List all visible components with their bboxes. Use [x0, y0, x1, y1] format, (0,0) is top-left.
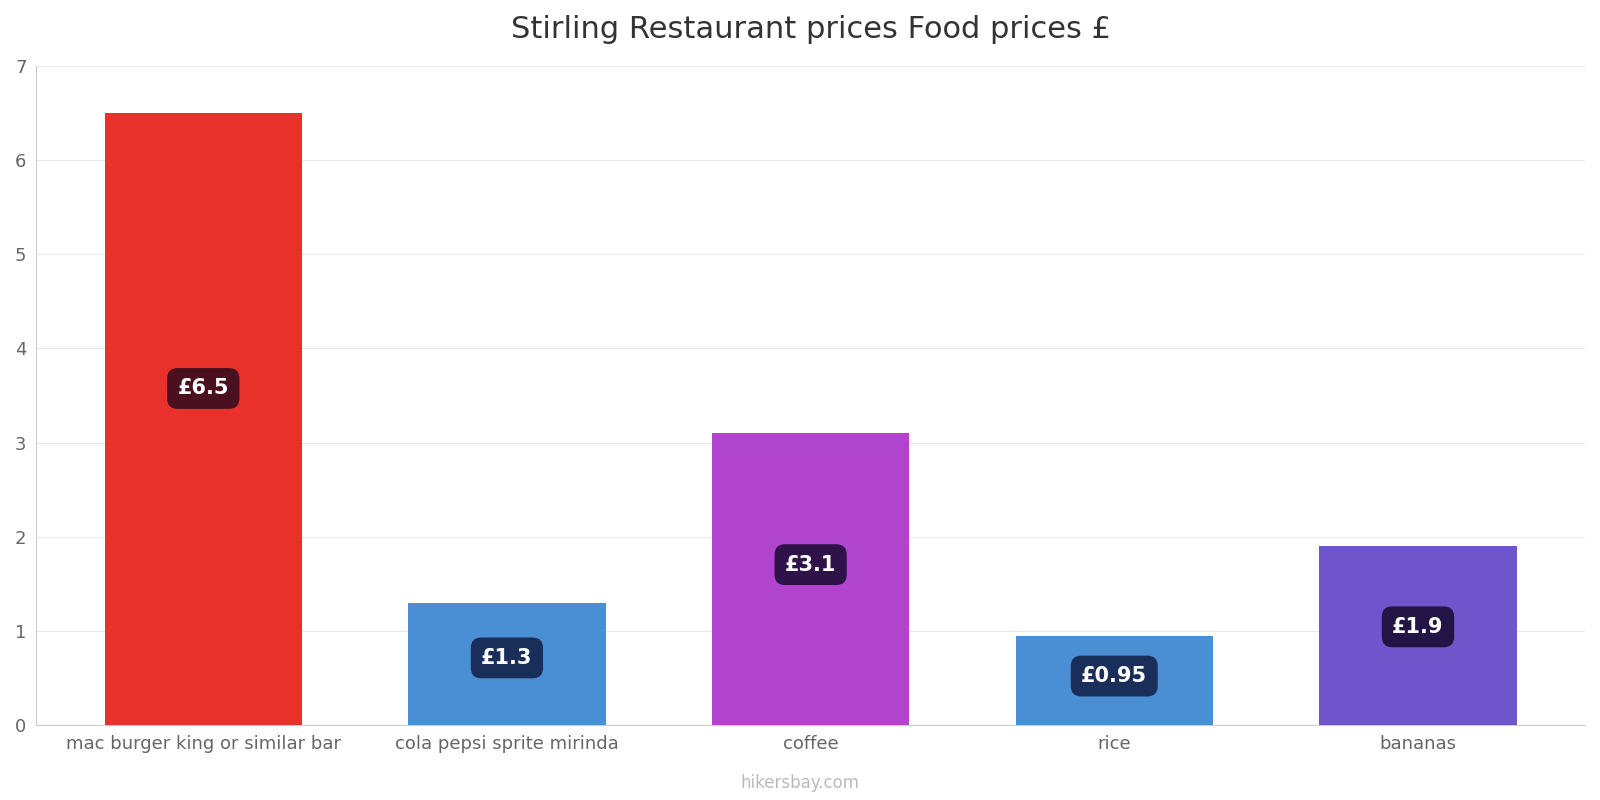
- Text: £6.5: £6.5: [178, 378, 229, 398]
- Text: £1.9: £1.9: [1392, 617, 1443, 637]
- Bar: [1320, 546, 1517, 726]
- Bar: [712, 434, 909, 726]
- Bar: [1016, 636, 1213, 726]
- Title: Stirling Restaurant prices Food prices £: Stirling Restaurant prices Food prices £: [510, 15, 1110, 44]
- Text: £0.95: £0.95: [1082, 666, 1147, 686]
- Bar: [104, 113, 302, 726]
- Text: £1.3: £1.3: [482, 648, 533, 668]
- Text: £3.1: £3.1: [786, 554, 837, 574]
- Bar: [408, 602, 606, 726]
- Text: hikersbay.com: hikersbay.com: [741, 774, 859, 792]
